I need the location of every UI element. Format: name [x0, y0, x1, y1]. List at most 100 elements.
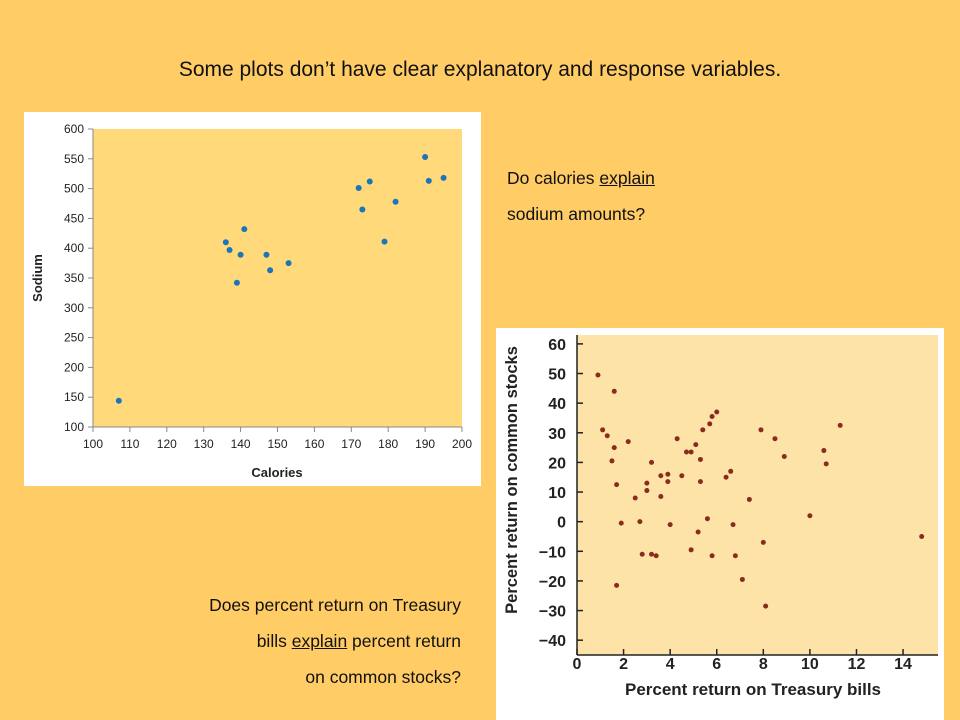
chart2-point: [653, 553, 659, 559]
chart2-point: [772, 436, 778, 442]
chart1-point: [422, 154, 429, 161]
chart1-point: [115, 397, 122, 404]
chart2-point: [697, 479, 703, 485]
chart2-point: [758, 427, 764, 433]
chart2-x-tick-label: 2: [619, 656, 628, 673]
chart2-point: [644, 488, 650, 494]
chart2-point: [919, 533, 925, 539]
chart1-point: [392, 198, 399, 205]
chart2-x-tick-label: 12: [848, 656, 866, 673]
chart1-x-tick-label: 100: [83, 437, 103, 451]
chart2-point: [595, 372, 601, 378]
chart2-point: [728, 468, 734, 474]
chart2-point: [739, 576, 745, 582]
chart2-point: [746, 496, 752, 502]
q1-text-b: sodium amounts?: [507, 204, 646, 224]
chart2-point: [707, 421, 713, 427]
q2-line2-post: percent return: [347, 631, 461, 651]
chart2-plot-area: [577, 335, 938, 655]
chart1-x-tick-label: 200: [452, 437, 472, 451]
chart1-point: [285, 260, 292, 267]
chart2-point: [693, 442, 699, 448]
chart2-point: [639, 551, 645, 557]
q2-line2-pre: bills: [256, 631, 292, 651]
chart2-x-tick-label: 14: [894, 656, 912, 673]
chart2-point: [821, 448, 827, 454]
chart1-y-tick-label: 400: [64, 241, 84, 255]
chart1-y-tick-label: 300: [64, 301, 84, 315]
chart1-y-tick-label: 250: [64, 331, 84, 345]
chart2-point: [697, 456, 703, 462]
chart1-x-tick-label: 110: [120, 437, 139, 451]
chart2-y-tick-label: 0: [557, 515, 566, 532]
chart2-x-tick-label: 8: [759, 656, 768, 673]
chart1-point: [366, 178, 373, 185]
chart1-xlabel: Calories: [251, 465, 302, 480]
question-calories: Do calories explain sodium amounts?: [507, 160, 655, 232]
chart1-point: [267, 267, 274, 274]
calories-sodium-chart: 100 110 120 130 140 150 160 170 180 190 200 100 150 2…: [24, 112, 481, 486]
question-treasury: Does percent return on Treasury bills ex…: [209, 587, 461, 695]
chart1-x-tick-label: 170: [341, 437, 361, 451]
chart2-point: [658, 473, 664, 479]
chart1-y-tick-label: 500: [64, 182, 84, 196]
chart2-point: [837, 422, 843, 428]
chart2-y-tick-label: 60: [548, 337, 566, 354]
chart2-y-tick-label: −30: [539, 604, 566, 621]
chart2-point: [688, 449, 694, 455]
chart1-point: [241, 226, 248, 233]
chart2-point: [600, 427, 606, 433]
chart1-point: [440, 174, 447, 181]
q2-keyword: explain: [291, 631, 348, 651]
chart2-point: [688, 547, 694, 553]
chart2-point: [625, 439, 631, 445]
chart2-point: [632, 495, 638, 501]
chart1-y-tick-label: 100: [64, 420, 84, 434]
chart1-point: [425, 177, 432, 184]
chart2-point: [637, 519, 643, 525]
chart1-x-tick-label: 150: [267, 437, 287, 451]
q1-keyword: explain: [599, 168, 655, 188]
chart2-point: [714, 409, 720, 415]
chart2-y-tick-label: 10: [548, 485, 566, 502]
q2-line3: on common stocks?: [305, 667, 461, 687]
chart2-x-tick-label: 10: [801, 656, 819, 673]
chart1-y-tick-label: 550: [64, 152, 84, 166]
chart1-x-tick-label: 120: [157, 437, 177, 451]
chart2-x-tick-label: 4: [666, 656, 675, 673]
chart1-y-tick-label: 600: [64, 122, 84, 136]
chart2-xlabel: Percent return on Treasury bills: [625, 680, 881, 699]
q2-line1: Does percent return on Treasury: [209, 595, 461, 615]
chart2-x-tick-label: 6: [712, 656, 721, 673]
chart1-x-tick-label: 140: [231, 437, 251, 451]
chart2-point: [723, 474, 729, 480]
chart2-point: [709, 553, 715, 559]
chart2-point: [614, 482, 620, 488]
chart2-point: [760, 539, 766, 545]
chart1-point: [355, 185, 362, 192]
chart2-point: [695, 529, 701, 535]
treasury-stocks-chart: 0 2 4 6 8 10 12 14 60 50 40 30 20 10 0 −10 −20 −30 −40 Per…: [496, 328, 944, 720]
chart2-point: [700, 427, 706, 433]
chart2-point: [658, 493, 664, 499]
chart2-point: [683, 449, 689, 455]
chart2-y-tick-label: 20: [548, 455, 566, 472]
chart2-point: [807, 513, 813, 519]
chart2-point: [609, 458, 615, 464]
chart2-point: [611, 445, 617, 451]
chart2-point: [604, 433, 610, 439]
chart2-y-tick-label: −10: [539, 544, 566, 561]
chart2-ylabel: Percent return on common stocks: [503, 346, 521, 614]
slide-title: Some plots don’t have clear explanatory …: [178, 58, 782, 81]
chart2-point: [649, 459, 655, 465]
chart1-point: [263, 251, 270, 258]
chart2-point: [763, 603, 769, 609]
chart2-y-tick-label: −20: [539, 574, 566, 591]
chart2-point: [781, 453, 787, 459]
chart2-y-tick-label: 50: [548, 367, 566, 384]
chart1-y-tick-label: 150: [64, 390, 84, 404]
chart1-y-tick-label: 450: [64, 211, 84, 225]
chart2-point: [665, 479, 671, 485]
chart2-point: [704, 516, 710, 522]
chart1-point: [359, 206, 366, 213]
